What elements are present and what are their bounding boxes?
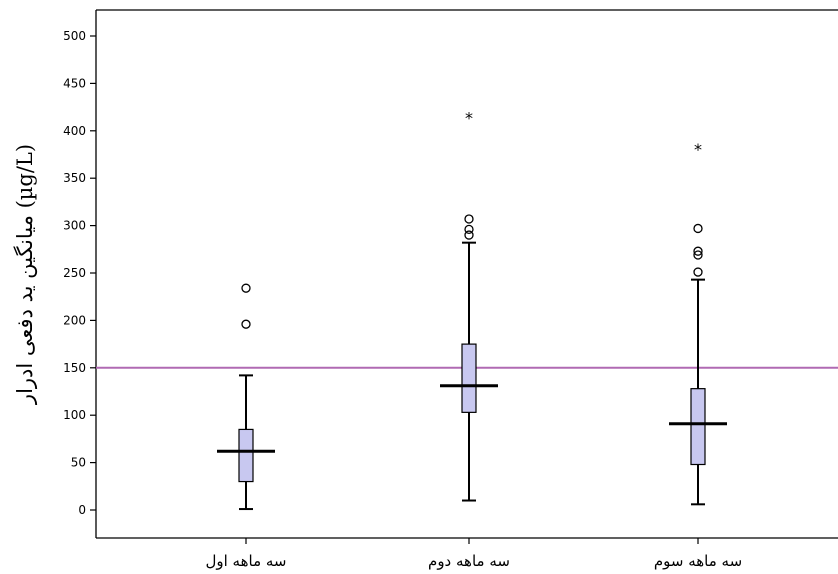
y-tick-label: 350 <box>63 171 86 185</box>
outlier-point <box>693 250 703 260</box>
y-tick-label: 200 <box>63 313 86 327</box>
y-tick-label: 50 <box>71 456 86 470</box>
outlier-point <box>693 246 703 256</box>
plot-area <box>95 9 838 539</box>
x-tick-label: سه ماهه دوم <box>428 552 510 570</box>
y-tick-label: 150 <box>63 361 86 375</box>
x-tick-label: سه ماهه اول <box>205 552 286 570</box>
outlier-point <box>464 214 474 224</box>
outlier-point <box>464 230 474 240</box>
y-tick-label: 500 <box>63 29 86 43</box>
y-axis-label: میانگین ید دفعی ادرار (µg/L) <box>13 144 38 405</box>
outlier-point <box>693 223 703 234</box>
y-tick-label: 450 <box>63 76 86 90</box>
y-tick-label: 250 <box>63 266 86 280</box>
box-group: * <box>669 140 727 506</box>
extreme-point: * <box>465 109 473 128</box>
outlier-point <box>241 319 251 329</box>
y-tick-label: 300 <box>63 219 86 233</box>
box-group: * <box>440 109 498 502</box>
y-axis-ticks: 0 50 100 150 200 250 300 350 400 450 500 <box>63 29 96 517</box>
outlier-point <box>464 224 474 235</box>
box-group <box>217 283 275 511</box>
y-tick-label: 400 <box>63 124 86 138</box>
y-tick-label: 100 <box>63 408 86 422</box>
outlier-point <box>241 283 251 293</box>
outlier-point <box>693 267 703 277</box>
box-series: ** <box>217 109 727 511</box>
iqr-box <box>461 343 477 413</box>
y-tick-label: 0 <box>78 503 86 517</box>
extreme-point: * <box>694 140 702 159</box>
iqr-box <box>238 428 254 483</box>
x-tick-label: سه ماهه سوم <box>654 552 742 570</box>
iqr-box <box>690 388 706 466</box>
x-axis-labels: سه ماهه اول سه ماهه دوم سه ماهه سوم <box>205 538 742 570</box>
